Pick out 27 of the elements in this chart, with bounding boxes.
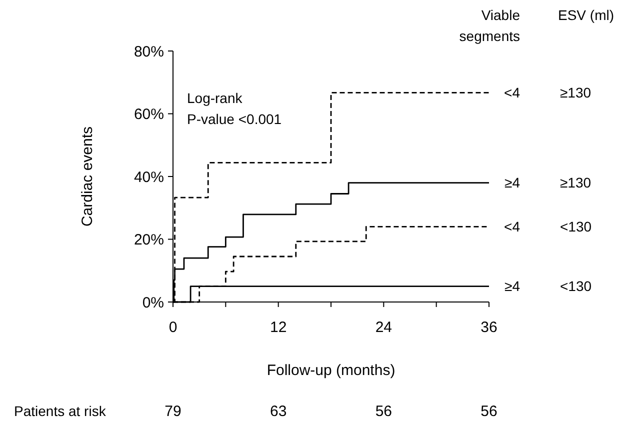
text: 56 — [375, 403, 392, 420]
annotation: Log-rank P-value <0.001 — [187, 90, 282, 127]
text: Patients at risk — [14, 403, 107, 419]
x-tick-label: 36 — [480, 319, 498, 336]
x-tick-label: 24 — [375, 319, 392, 336]
text: <130 — [560, 278, 592, 294]
series-label: ≥4 — [504, 278, 520, 294]
x-axis-title: Follow-up (months) — [266, 362, 396, 379]
text: <130 — [560, 218, 592, 235]
text: Viable segments — [459, 7, 520, 44]
y-tick-label: 40% — [134, 168, 164, 186]
x-tick-label: 0 — [168, 319, 178, 336]
y-tick-label: 80% — [134, 43, 164, 60]
y-tick-label: 20% — [134, 232, 164, 248]
series-label: ≥4 — [504, 174, 520, 191]
text: 79 — [164, 403, 182, 420]
y-tick-label: 60% — [134, 106, 164, 123]
text: ≥130 — [560, 174, 592, 191]
text: 63 — [270, 403, 287, 420]
x-tick-label: 12 — [270, 319, 287, 336]
text: 56 — [480, 403, 498, 420]
y-axis-title: Cardiac events — [79, 126, 96, 227]
text: ESV (ml) — [558, 7, 614, 23]
text: ≥130 — [560, 84, 592, 101]
series-label: <4 — [504, 218, 520, 235]
y-tick-label: 0% — [142, 294, 164, 312]
series-label: <4 — [504, 84, 520, 101]
